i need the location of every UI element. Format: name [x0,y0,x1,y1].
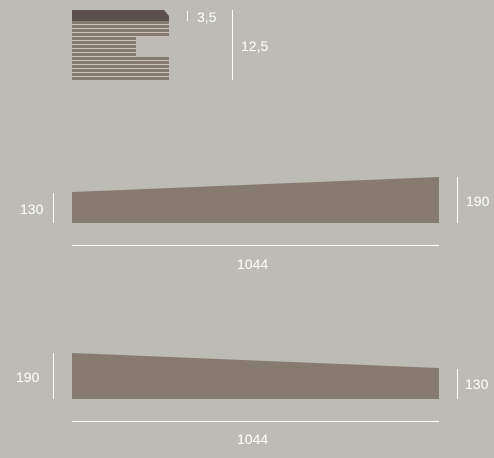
panel-2-shape [72,353,439,399]
panel-2 [53,353,458,422]
profile-lamination-lines [72,24,169,77]
panel-2-right-height-label: 130 [465,376,489,392]
panel-1-left-height-label: 130 [20,201,44,217]
panel-2-width-label: 1044 [237,431,269,447]
panel-1-width-label: 1044 [237,256,269,272]
panel-1 [53,177,458,246]
label-top-thickness: 3,5 [197,9,217,25]
board-section-profile [72,10,233,80]
panel-1-shape [72,177,439,223]
label-total-thickness: 12,5 [241,38,269,54]
panel-2-left-height-label: 190 [16,369,40,385]
profile-top-layer [72,10,169,21]
panel-1-right-height-label: 190 [466,193,490,209]
profile-body [72,21,169,80]
